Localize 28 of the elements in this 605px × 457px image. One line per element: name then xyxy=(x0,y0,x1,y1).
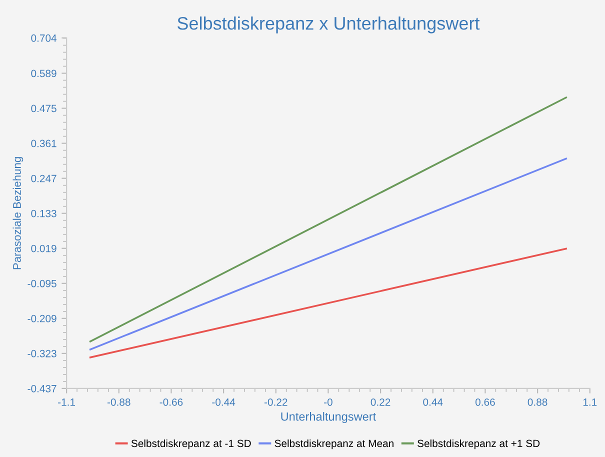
y-tick-label: 0.019 xyxy=(31,244,56,252)
x-tick-label: 0.44 xyxy=(423,398,443,406)
legend-label: Selbstdiskrepanz at Mean xyxy=(274,439,394,450)
y-tick-label: 0.704 xyxy=(31,34,57,42)
x-tick-label: -0.66 xyxy=(160,398,183,406)
y-tick-label: 0.133 xyxy=(31,210,56,218)
legend-label: Selbstdiskrepanz at -1 SD xyxy=(131,439,251,450)
x-tick-label: -0.44 xyxy=(212,398,236,406)
y-tick-label: 0.589 xyxy=(31,70,56,78)
x-tick-label: -0.22 xyxy=(264,398,288,406)
y-tick-label: 0.361 xyxy=(31,140,56,148)
x-tick-label: 0.22 xyxy=(370,398,390,406)
x-axis-title: Unterhaltungswert xyxy=(281,412,376,424)
x-tick-label: 0.66 xyxy=(475,398,495,406)
y-tick-label: -0.323 xyxy=(28,350,56,358)
y-tick-label: -0.095 xyxy=(28,280,56,288)
x-tick-label: 1.1 xyxy=(583,398,597,406)
legend-label: Selbstdiskrepanz at +1 SD xyxy=(418,439,540,450)
y-tick-label: 0.475 xyxy=(31,104,56,112)
x-tick-label: -0.88 xyxy=(107,398,130,406)
x-tick-label: -1.1 xyxy=(58,398,76,406)
chart-title: Selbstdiskrepanz x Unterhaltungswert xyxy=(178,16,480,34)
y-axis-title: Parasoziale Beziehung xyxy=(12,157,24,270)
y-tick-label: -0.437 xyxy=(28,384,56,392)
x-tick-label: -0 xyxy=(324,398,332,406)
y-tick-label: 0.247 xyxy=(31,174,56,182)
y-tick-label: -0.209 xyxy=(28,314,56,322)
x-tick-label: 0.88 xyxy=(528,398,548,406)
